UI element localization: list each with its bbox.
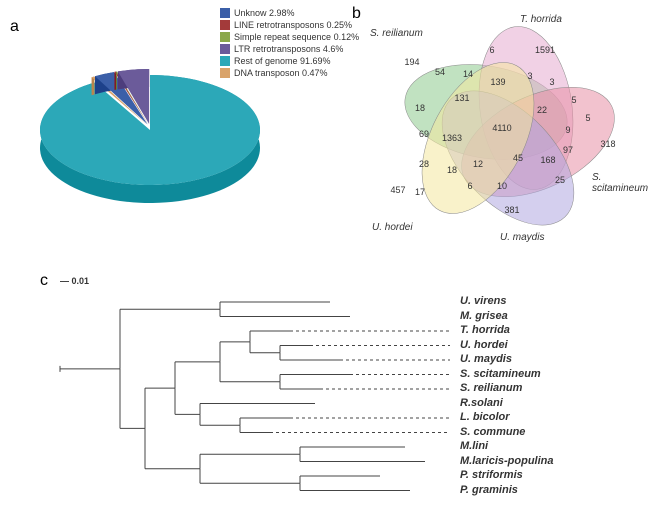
tree-species-label: M. grisea — [460, 310, 508, 322]
legend-item: LTR retrotransposons 4.6% — [220, 44, 359, 54]
legend-swatch — [220, 8, 230, 18]
venn-count: 3 — [527, 71, 532, 81]
legend-item: Unknow 2.98% — [220, 8, 359, 18]
legend-item: DNA transposon 0.47% — [220, 68, 359, 78]
tree-species-label: S. scitamineum — [460, 368, 541, 380]
venn-count: 6 — [467, 181, 472, 191]
legend-item: Rest of genome 91.69% — [220, 56, 359, 66]
venn-set-label: U. maydis — [500, 232, 544, 243]
legend-swatch — [220, 32, 230, 42]
legend-text: DNA transposon 0.47% — [234, 68, 328, 78]
legend-text: Simple repeat sequence 0.12% — [234, 32, 359, 42]
tree-species-label: U. virens — [460, 295, 506, 307]
tree-species-label: M.laricis-populina — [460, 455, 554, 467]
tree-species-label: U. maydis — [460, 353, 512, 365]
venn-count: 97 — [563, 145, 573, 155]
venn-count: 45 — [513, 153, 523, 163]
venn-set-label: S. reilianum — [370, 28, 423, 39]
venn-count: 168 — [540, 155, 555, 165]
phylo-tree — [50, 290, 460, 500]
venn-count: 17 — [415, 187, 425, 197]
venn-count: 54 — [435, 67, 445, 77]
venn-set-label: U. hordei — [372, 222, 413, 233]
venn-count: 28 — [419, 159, 429, 169]
legend-swatch — [220, 20, 230, 30]
venn-count: 381 — [504, 205, 519, 215]
venn-count: 10 — [497, 181, 507, 191]
venn-count: 3 — [549, 77, 554, 87]
legend-swatch — [220, 56, 230, 66]
legend-item: Simple repeat sequence 0.12% — [220, 32, 359, 42]
tree-species-label: L. bicolor — [460, 411, 510, 423]
venn-count: 131 — [454, 93, 469, 103]
venn-count: 139 — [490, 77, 505, 87]
panel-c-label: c — [40, 272, 48, 290]
venn-count: 5 — [571, 95, 576, 105]
venn-count: 4110 — [492, 123, 511, 133]
panel-a-label: a — [10, 18, 19, 36]
tree-species-label: P. graminis — [460, 484, 518, 496]
legend-text: LINE retrotransposons 0.25% — [234, 20, 352, 30]
venn-count: 25 — [555, 175, 565, 185]
legend-text: Unknow 2.98% — [234, 8, 295, 18]
tree-species-label: R.solani — [460, 397, 503, 409]
tree-species-label: S. commune — [460, 426, 525, 438]
venn-count: 14 — [463, 69, 473, 79]
legend-text: LTR retrotransposons 4.6% — [234, 44, 343, 54]
venn-count: 69 — [419, 129, 429, 139]
legend-item: LINE retrotransposons 0.25% — [220, 20, 359, 30]
venn-count: 9 — [565, 125, 570, 135]
legend-text: Rest of genome 91.69% — [234, 56, 331, 66]
venn-set-label: T. horrida — [520, 14, 562, 25]
tree-species-label: T. horrida — [460, 324, 510, 336]
venn-count: 318 — [600, 139, 615, 149]
venn-set-label: S. scitamineum — [592, 172, 660, 194]
venn-count: 1591 — [535, 45, 555, 55]
tree-scale-bar-label: — 0.01 — [60, 276, 89, 286]
legend-swatch — [220, 68, 230, 78]
tree-species-label: S. reilianum — [460, 382, 522, 394]
venn-count: 18 — [415, 103, 425, 113]
venn-count: 1363 — [442, 133, 462, 143]
venn-count: 5 — [585, 113, 590, 123]
venn-count: 22 — [537, 105, 547, 115]
pie-legend: Unknow 2.98% LINE retrotransposons 0.25% S… — [220, 8, 359, 80]
legend-swatch — [220, 44, 230, 54]
venn-count: 457 — [390, 185, 405, 195]
tree-species-label: P. striformis — [460, 469, 523, 481]
venn-count: 6 — [489, 45, 494, 55]
venn-count: 12 — [473, 159, 483, 169]
venn-count: 194 — [404, 57, 419, 67]
venn-count: 18 — [447, 165, 457, 175]
tree-species-label: M.lini — [460, 440, 488, 452]
tree-species-label: U. hordei — [460, 339, 508, 351]
